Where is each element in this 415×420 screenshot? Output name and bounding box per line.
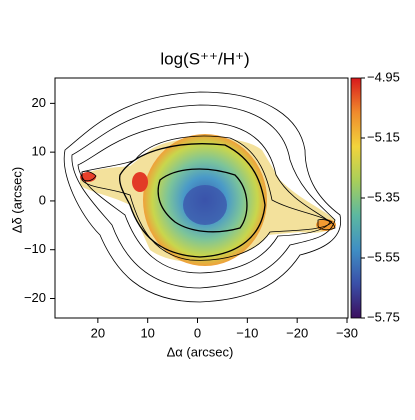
- y-tick-label: 10: [32, 144, 46, 159]
- y-axis-label: Δδ (arcsec): [9, 167, 24, 233]
- x-tick-label: 10: [140, 325, 154, 340]
- colorbar-tick-label: −5.15: [367, 129, 400, 144]
- plot-frame: [54, 77, 349, 319]
- colorbar-tick-label: −5.75: [367, 309, 400, 324]
- chart-title: log(S⁺⁺/H⁺): [160, 49, 249, 68]
- x-tick-label: −30: [336, 325, 358, 340]
- y-tick-label: 0: [39, 192, 46, 207]
- colorbar-tick-label: −5.55: [367, 249, 400, 264]
- y-tick-label: −20: [24, 290, 46, 305]
- colorbar-tick-label: −5.35: [367, 189, 400, 204]
- x-axis-label: Δα (arcsec): [167, 344, 234, 359]
- colorbar-tick-label: −4.95: [367, 69, 400, 84]
- nebula-image: [63, 91, 342, 303]
- x-tick-label: 0: [194, 325, 201, 340]
- x-tick-label: 20: [91, 325, 105, 340]
- colorbar: [350, 77, 362, 319]
- x-tick-label: −10: [236, 325, 258, 340]
- y-tick-label: −10: [24, 241, 46, 256]
- y-tick-label: 20: [32, 95, 46, 110]
- x-tick-label: −20: [286, 325, 308, 340]
